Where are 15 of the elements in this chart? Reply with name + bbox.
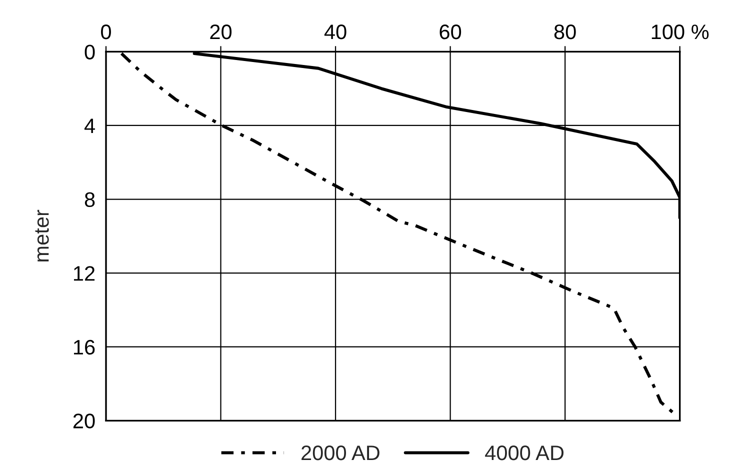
y-tick-label: 0: [84, 44, 95, 60]
x-tick-label: 80: [554, 24, 576, 40]
y-tick-label: 20: [73, 414, 95, 428]
x-tick-label: 20: [210, 24, 232, 40]
y-tick-label: 12: [74, 266, 95, 281]
x-tick-label: 60: [440, 24, 462, 40]
legend-label: 2000 AD: [302, 445, 380, 460]
legend-label: 4000 AD: [485, 445, 564, 460]
y-axis-title: meter: [35, 210, 49, 262]
y-tick-label: 8: [84, 192, 95, 208]
y-tick-label: 4: [84, 118, 95, 134]
y-tick-label: 16: [74, 340, 95, 355]
x-tick-label: 40: [324, 24, 346, 40]
x-tick-label: 100 %: [652, 24, 709, 40]
x-tick-label: 0: [101, 24, 111, 40]
